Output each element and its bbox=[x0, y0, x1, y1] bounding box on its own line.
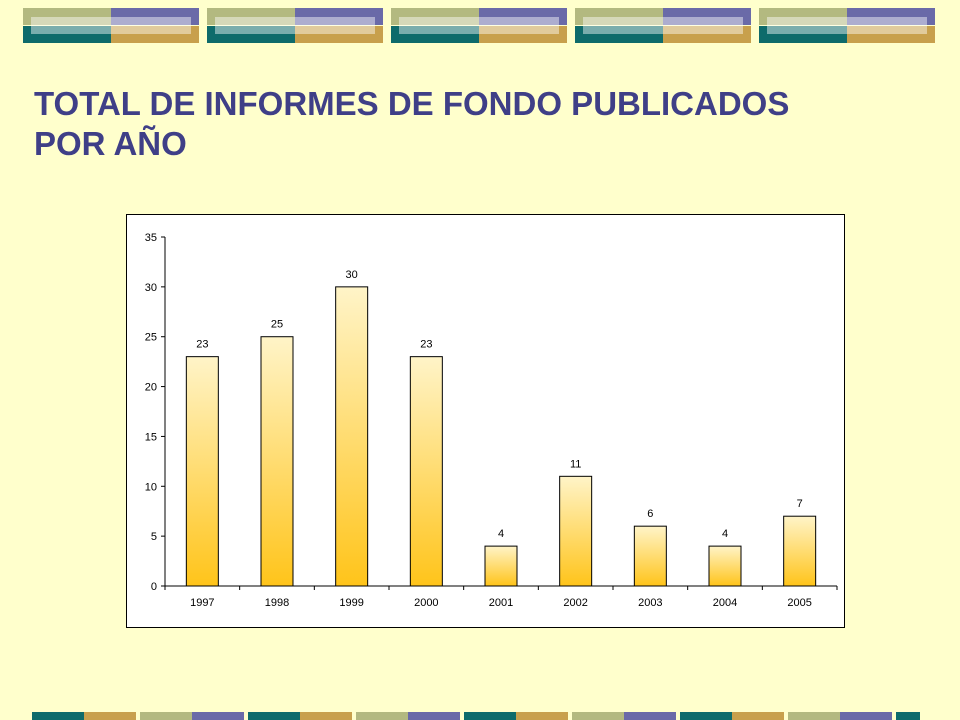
decorative-band-segment bbox=[732, 712, 784, 720]
chart-frame: 0 5 10 15 20 25 30 35 23 1997 25 1998 30 1999 23 2000 4 2… bbox=[126, 214, 845, 628]
x-tick-label-2003: 2003 bbox=[638, 597, 662, 609]
x-tick-label-2004: 2004 bbox=[713, 597, 737, 609]
bar-1998 bbox=[260, 336, 294, 587]
page-title: TOTAL DE INFORMES DE FONDO PUBLICADOS PO… bbox=[34, 84, 934, 164]
bar-1997 bbox=[185, 356, 219, 587]
decorative-band-segment bbox=[840, 712, 892, 720]
y-tick-label: 35 bbox=[145, 232, 157, 244]
y-tick-label: 30 bbox=[145, 282, 157, 294]
decorative-band-segment bbox=[624, 712, 676, 720]
bar-2002 bbox=[559, 475, 593, 587]
data-label-1997: 23 bbox=[196, 339, 208, 351]
chart-bars bbox=[185, 286, 817, 587]
x-tick-label-2005: 2005 bbox=[787, 597, 811, 609]
bar-2003 bbox=[633, 525, 667, 587]
decorative-band-segment bbox=[572, 712, 624, 720]
data-label-2000: 23 bbox=[420, 339, 432, 351]
decorative-band-segment bbox=[680, 712, 732, 720]
y-tick-label: 25 bbox=[145, 332, 157, 344]
decorative-band-segment bbox=[516, 712, 568, 720]
decorative-band-segment bbox=[356, 712, 408, 720]
bar-2005 bbox=[783, 515, 817, 587]
decorative-band-segment bbox=[896, 712, 920, 720]
decorative-bottom-band bbox=[0, 712, 960, 720]
bar-1999 bbox=[335, 286, 369, 587]
data-label-2002: 11 bbox=[570, 458, 581, 470]
bar-chart: 0 5 10 15 20 25 30 35 23 1997 25 1998 30 1999 23 2000 4 2… bbox=[145, 232, 838, 609]
data-label-1999: 30 bbox=[346, 269, 358, 281]
x-tick-label-2001: 2001 bbox=[489, 597, 513, 609]
bar-2001 bbox=[484, 545, 518, 587]
y-tick-label: 5 bbox=[151, 531, 157, 543]
x-tick-label-1999: 1999 bbox=[339, 597, 363, 609]
decorative-band-segment bbox=[140, 712, 192, 720]
bar-2000 bbox=[409, 356, 443, 587]
x-tick-label-1998: 1998 bbox=[265, 597, 289, 609]
y-tick-label: 0 bbox=[151, 581, 157, 593]
data-label-2005: 7 bbox=[797, 498, 803, 510]
y-tick-label: 10 bbox=[145, 481, 157, 493]
decorative-band-segment bbox=[464, 712, 516, 720]
decorative-tile bbox=[207, 8, 383, 43]
decorative-tile bbox=[23, 8, 199, 43]
title-line-1: TOTAL DE INFORMES DE FONDO PUBLICADOS bbox=[34, 85, 790, 122]
y-tick-label: 20 bbox=[145, 382, 157, 394]
title-line-2: POR AÑO bbox=[34, 125, 187, 162]
decorative-tile bbox=[575, 8, 751, 43]
x-tick-label-1997: 1997 bbox=[190, 597, 214, 609]
data-label-1998: 25 bbox=[271, 319, 283, 331]
decorative-top-band bbox=[0, 0, 960, 50]
data-label-2003: 6 bbox=[647, 508, 653, 520]
decorative-band-segment bbox=[32, 712, 84, 720]
data-label-2001: 4 bbox=[498, 528, 504, 540]
decorative-band-segment bbox=[192, 712, 244, 720]
decorative-band-segment bbox=[788, 712, 840, 720]
decorative-band-segment bbox=[84, 712, 136, 720]
data-label-2004: 4 bbox=[722, 528, 728, 540]
decorative-band-segment bbox=[248, 712, 300, 720]
decorative-tile bbox=[759, 8, 935, 43]
chart-labels: 0 5 10 15 20 25 30 35 23 1997 25 1998 30 1999 23 2000 4 2… bbox=[145, 232, 812, 609]
decorative-band-segment bbox=[300, 712, 352, 720]
x-tick-label-2000: 2000 bbox=[414, 597, 438, 609]
decorative-tile bbox=[391, 8, 567, 43]
x-tick-label-2002: 2002 bbox=[563, 597, 587, 609]
y-tick-label: 15 bbox=[145, 431, 157, 443]
decorative-band-segment bbox=[408, 712, 460, 720]
bar-2004 bbox=[708, 545, 742, 587]
